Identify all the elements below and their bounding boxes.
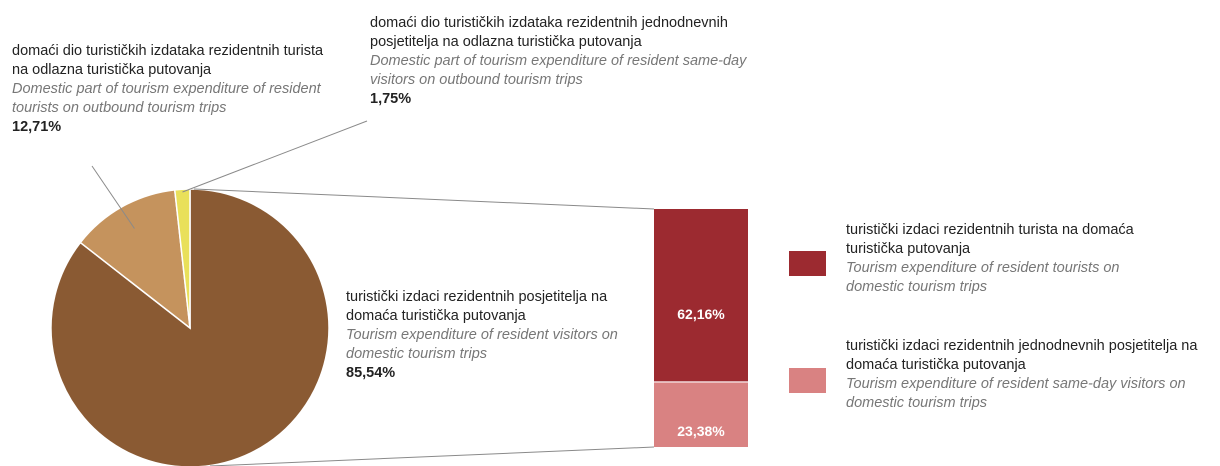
connector-bottom [209,446,655,466]
pie-slice-domestic-visitors [50,188,330,466]
pie-slice-outbound-tourists [79,189,191,330]
label-outbound-tourists-en: Domestic part of tourism expenditure of … [12,81,321,116]
label-outbound-sameday-value: 1,75% [370,91,412,107]
stacked-bar [654,209,748,447]
connector-top [193,188,655,210]
label-domestic-visitors-en: Tourism expenditure of resident visitors… [346,327,618,362]
label-outbound-sameday-hr: domaći dio turističkih izdataka rezident… [370,15,728,50]
leader-outbound-sameday [182,120,368,193]
bar-value-sameday: 23,38% [677,423,725,439]
leader-outbound-tourists [91,165,135,229]
bar-segment-tourists [654,209,748,382]
pie-chart [50,188,330,466]
label-outbound-tourists-value: 12,71% [12,119,62,135]
legend-sameday-hr: turistički izdaci rezidentnih jednodnevn… [846,338,1198,373]
bar-segment-sameday [654,381,748,447]
bar-value-tourists: 62,16% [677,306,725,322]
legend-tourists-en: Tourism expenditure of resident tourists… [846,260,1120,295]
legend-swatch-sameday [789,368,826,393]
legend-item-tourists: turistički izdaci rezidentnih turista na… [846,221,1146,297]
legend-item-sameday: turistički izdaci rezidentnih jednodnevn… [846,337,1216,413]
leader-lines [91,120,655,466]
legend-sameday-en: Tourism expenditure of resident same-day… [846,376,1186,411]
label-domestic-visitors-hr: turistički izdaci rezidentnih posjetitel… [346,289,608,324]
label-domestic-visitors-value: 85,54% [346,365,396,381]
legend-swatch-tourists [789,251,826,276]
legend-tourists-hr: turistički izdaci rezidentnih turista na… [846,222,1134,257]
label-outbound-tourists: domaći dio turističkih izdataka rezident… [12,42,342,137]
label-outbound-sameday: domaći dio turističkih izdataka rezident… [370,14,790,109]
label-domestic-visitors: turistički izdaci rezidentnih posjetitel… [346,288,631,383]
label-outbound-tourists-hr: domaći dio turističkih izdataka rezident… [12,43,324,78]
label-outbound-sameday-en: Domestic part of tourism expenditure of … [370,53,747,88]
